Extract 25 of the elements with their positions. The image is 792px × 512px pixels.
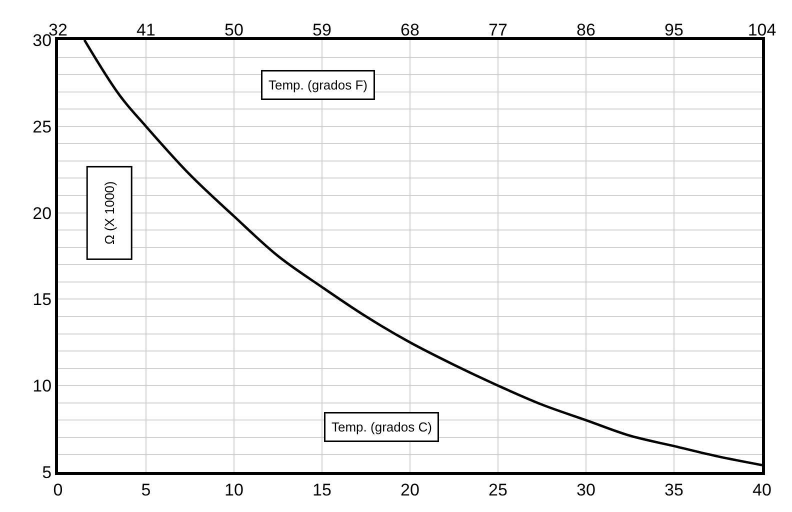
y-tick-label: 10: [32, 376, 52, 396]
x2-tick-label: 68: [400, 20, 420, 40]
x-tick-label: 10: [224, 480, 244, 500]
x-tick-label: 5: [141, 480, 151, 500]
x2-tick-label: 50: [224, 20, 244, 40]
x2-tick-label: 95: [664, 20, 684, 40]
x-tick-label: 15: [312, 480, 332, 500]
y-axis-title: Ω (X 1000): [102, 181, 117, 244]
x2-tick-label: 59: [312, 20, 332, 40]
x2-axis-title: Temp. (grados F): [268, 78, 368, 92]
y-tick-label: 25: [32, 117, 52, 136]
x-tick-label: 20: [400, 480, 420, 500]
y-tick-label: 20: [32, 204, 52, 223]
y-tick-label: 5: [42, 462, 52, 482]
x-tick-label: 30: [576, 480, 596, 500]
x-tick-label: 0: [53, 480, 63, 500]
x-tick-label: 25: [488, 480, 508, 500]
x-tick-label: 40: [752, 480, 772, 500]
y-tick-label: 15: [32, 290, 52, 310]
x2-tick-label: 104: [748, 20, 776, 40]
x-tick-label: 35: [664, 480, 684, 500]
x2-tick-label: 86: [576, 20, 596, 40]
x2-tick-label: 41: [136, 20, 156, 40]
x2-tick-label: 77: [488, 20, 508, 40]
x-axis-title: Temp. (grados C): [332, 420, 432, 434]
